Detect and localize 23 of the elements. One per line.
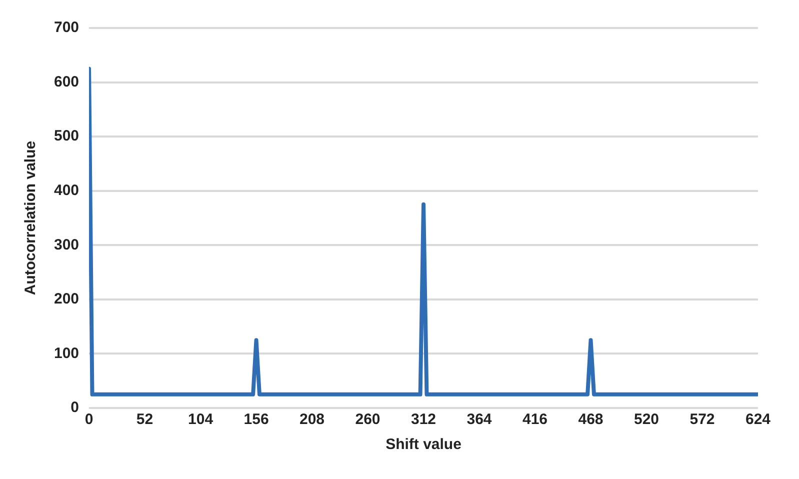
- y-tick-label: 300: [54, 236, 80, 254]
- x-tick-label: 520: [634, 411, 660, 428]
- y-axis-title: Autocorrelation value: [22, 140, 40, 296]
- x-tick-label: 416: [522, 411, 548, 428]
- y-tick-label: 0: [70, 399, 80, 416]
- x-tick-label: 468: [578, 411, 604, 428]
- x-tick-label: 156: [244, 411, 269, 428]
- x-tick-label: 52: [136, 411, 154, 428]
- x-axis-title: Shift value: [386, 436, 462, 454]
- y-tick-label: 600: [54, 73, 80, 90]
- x-tick-label: 312: [411, 411, 436, 428]
- y-tick-label: 500: [54, 128, 80, 145]
- y-tick-label: 200: [54, 290, 80, 308]
- x-tick-label: 104: [188, 411, 214, 428]
- y-tick-label: 100: [54, 344, 80, 362]
- x-tick-label: 208: [300, 411, 325, 428]
- y-tick-label: 400: [54, 182, 80, 199]
- x-tick-label: 624: [745, 411, 772, 428]
- x-tick-label: 572: [690, 411, 715, 428]
- x-tick-label: 0: [84, 411, 94, 428]
- x-tick-label: 364: [466, 411, 492, 428]
- y-tick-label: 700: [54, 19, 80, 36]
- x-tick-label: 260: [355, 411, 380, 428]
